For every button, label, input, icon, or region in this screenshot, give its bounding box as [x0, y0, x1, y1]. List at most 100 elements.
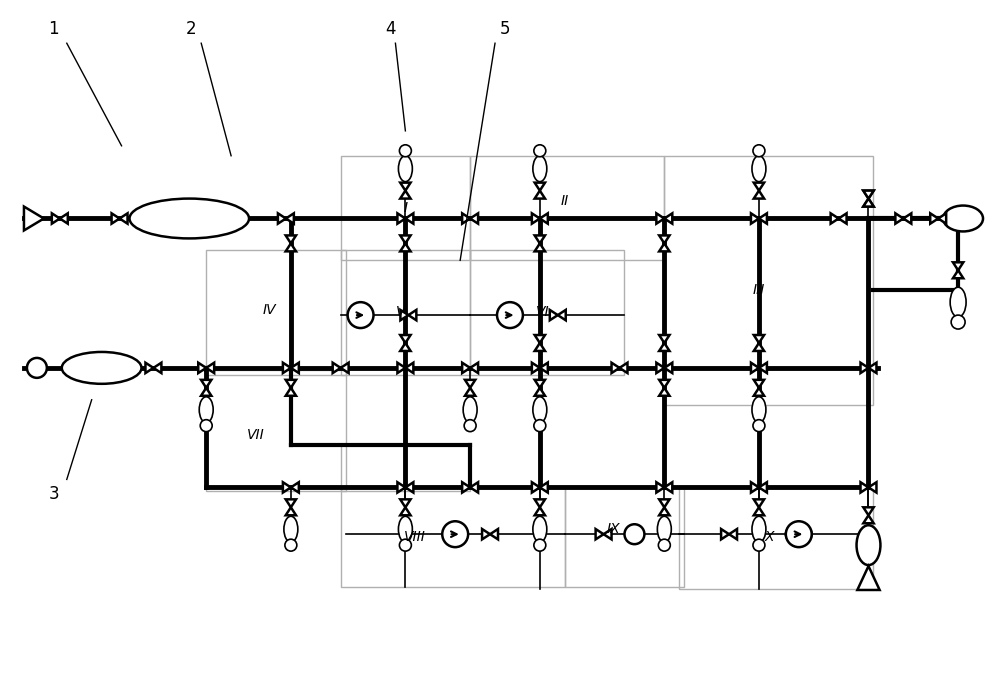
Polygon shape	[206, 362, 214, 373]
Circle shape	[497, 302, 523, 328]
Polygon shape	[664, 482, 672, 492]
Polygon shape	[754, 388, 764, 396]
Polygon shape	[286, 235, 296, 243]
Polygon shape	[550, 310, 558, 320]
Polygon shape	[400, 310, 408, 320]
Polygon shape	[839, 214, 847, 224]
Polygon shape	[333, 362, 341, 373]
Polygon shape	[400, 499, 411, 507]
Polygon shape	[535, 388, 545, 396]
Polygon shape	[286, 507, 296, 515]
Polygon shape	[754, 335, 764, 343]
Text: 1: 1	[49, 20, 59, 38]
Ellipse shape	[199, 396, 213, 423]
Ellipse shape	[786, 524, 812, 544]
Ellipse shape	[62, 352, 141, 384]
Polygon shape	[930, 214, 938, 224]
Polygon shape	[861, 362, 868, 373]
Polygon shape	[198, 362, 206, 373]
Polygon shape	[596, 529, 604, 539]
Polygon shape	[535, 183, 545, 190]
Polygon shape	[291, 482, 299, 492]
Text: VII: VII	[247, 428, 265, 441]
Polygon shape	[759, 214, 767, 224]
Polygon shape	[759, 362, 767, 373]
Text: V: V	[396, 305, 405, 319]
Polygon shape	[535, 499, 545, 507]
Polygon shape	[482, 529, 490, 539]
Polygon shape	[604, 529, 612, 539]
Polygon shape	[405, 482, 413, 492]
Bar	[679, 488, 873, 589]
Polygon shape	[863, 507, 874, 515]
Bar	[206, 250, 346, 375]
Circle shape	[534, 420, 546, 432]
Polygon shape	[490, 529, 498, 539]
Polygon shape	[953, 262, 963, 270]
Ellipse shape	[752, 156, 766, 182]
Polygon shape	[938, 214, 946, 224]
Text: X: X	[764, 530, 774, 544]
Bar	[664, 156, 873, 405]
Text: IV: IV	[262, 303, 276, 317]
Polygon shape	[532, 362, 540, 373]
Polygon shape	[831, 214, 839, 224]
Ellipse shape	[533, 396, 547, 423]
Polygon shape	[397, 482, 405, 492]
Polygon shape	[532, 214, 540, 224]
Polygon shape	[400, 243, 411, 252]
Polygon shape	[656, 214, 664, 224]
Polygon shape	[462, 214, 470, 224]
Polygon shape	[535, 243, 545, 252]
Polygon shape	[535, 343, 545, 351]
Circle shape	[464, 420, 476, 432]
Polygon shape	[397, 214, 405, 224]
Polygon shape	[112, 214, 120, 224]
Polygon shape	[470, 214, 478, 224]
Polygon shape	[286, 388, 296, 396]
Polygon shape	[540, 482, 548, 492]
Ellipse shape	[752, 396, 766, 423]
Polygon shape	[659, 380, 670, 388]
Polygon shape	[895, 214, 903, 224]
Polygon shape	[863, 199, 874, 207]
Circle shape	[200, 420, 212, 432]
Bar	[341, 156, 470, 260]
Polygon shape	[532, 482, 540, 492]
Ellipse shape	[284, 516, 298, 542]
Circle shape	[786, 522, 812, 547]
Polygon shape	[656, 362, 664, 373]
Polygon shape	[754, 507, 764, 515]
Polygon shape	[659, 335, 670, 343]
Polygon shape	[535, 190, 545, 199]
Polygon shape	[201, 380, 211, 388]
Polygon shape	[863, 190, 874, 199]
Circle shape	[285, 539, 297, 551]
Circle shape	[348, 302, 374, 328]
Polygon shape	[201, 388, 211, 396]
Polygon shape	[535, 235, 545, 243]
Polygon shape	[664, 362, 672, 373]
Text: 3: 3	[49, 486, 59, 503]
Polygon shape	[659, 343, 670, 351]
Circle shape	[442, 522, 468, 547]
Circle shape	[399, 145, 411, 157]
Bar	[341, 488, 565, 587]
Polygon shape	[953, 270, 963, 278]
Polygon shape	[535, 380, 545, 388]
Polygon shape	[470, 362, 478, 373]
Polygon shape	[400, 343, 411, 351]
Polygon shape	[408, 310, 416, 320]
Polygon shape	[754, 343, 764, 351]
Ellipse shape	[943, 205, 983, 231]
Bar	[470, 250, 624, 375]
Polygon shape	[540, 214, 548, 224]
Polygon shape	[470, 482, 478, 492]
Text: VI: VI	[536, 305, 550, 319]
Polygon shape	[659, 507, 670, 515]
Polygon shape	[754, 183, 764, 190]
Polygon shape	[863, 199, 874, 207]
Text: 2: 2	[186, 20, 197, 38]
Circle shape	[399, 539, 411, 551]
Text: 5: 5	[500, 20, 510, 38]
